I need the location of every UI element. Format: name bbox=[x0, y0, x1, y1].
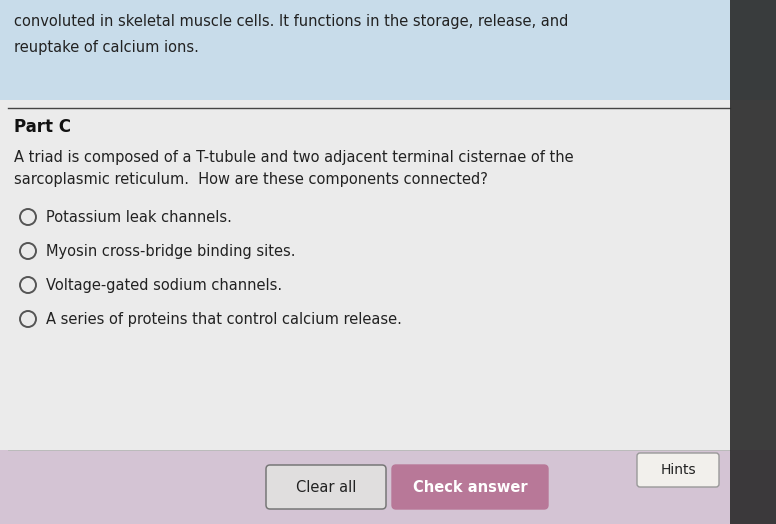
Text: Check answer: Check answer bbox=[413, 479, 528, 495]
Text: Potassium leak channels.: Potassium leak channels. bbox=[46, 210, 232, 225]
FancyBboxPatch shape bbox=[730, 0, 776, 524]
Text: Part C: Part C bbox=[14, 118, 71, 136]
Text: reuptake of calcium ions.: reuptake of calcium ions. bbox=[14, 40, 199, 55]
FancyBboxPatch shape bbox=[0, 450, 776, 524]
Text: A triad is composed of a T-tubule and two adjacent terminal cisternae of the: A triad is composed of a T-tubule and tw… bbox=[14, 150, 573, 165]
FancyBboxPatch shape bbox=[392, 465, 548, 509]
Text: Clear all: Clear all bbox=[296, 479, 356, 495]
Text: Voltage-gated sodium channels.: Voltage-gated sodium channels. bbox=[46, 278, 282, 293]
Text: sarcoplasmic reticulum.  How are these components connected?: sarcoplasmic reticulum. How are these co… bbox=[14, 172, 488, 187]
FancyBboxPatch shape bbox=[637, 453, 719, 487]
FancyBboxPatch shape bbox=[0, 0, 776, 100]
Text: Hints: Hints bbox=[660, 463, 696, 477]
FancyBboxPatch shape bbox=[0, 100, 776, 460]
FancyBboxPatch shape bbox=[266, 465, 386, 509]
Text: Myosin cross-bridge binding sites.: Myosin cross-bridge binding sites. bbox=[46, 244, 296, 259]
Text: convoluted in skeletal muscle cells. It functions in the storage, release, and: convoluted in skeletal muscle cells. It … bbox=[14, 14, 568, 29]
Text: A series of proteins that control calcium release.: A series of proteins that control calciu… bbox=[46, 312, 402, 327]
